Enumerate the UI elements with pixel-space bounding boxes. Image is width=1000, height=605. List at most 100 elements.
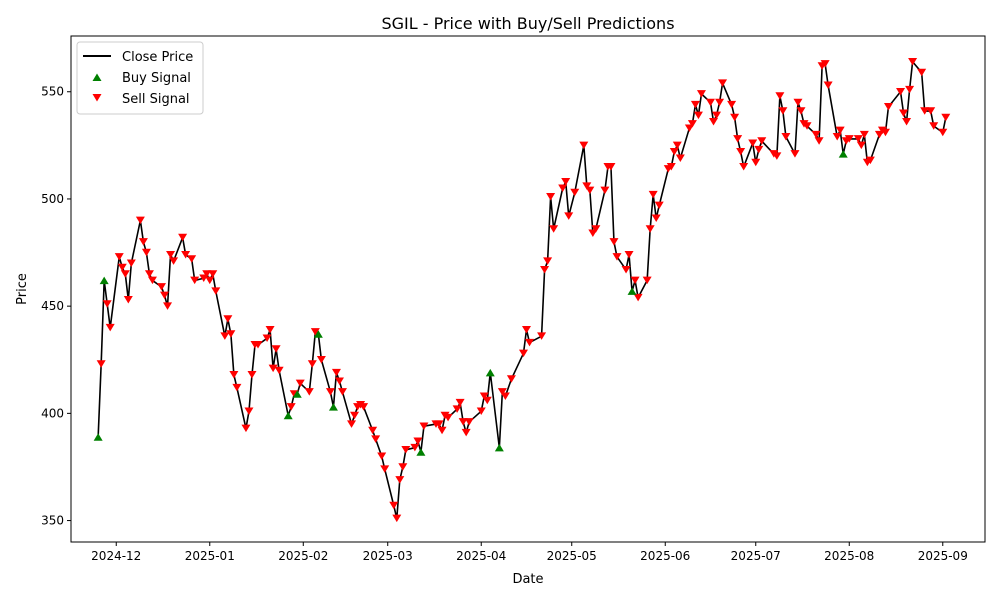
sell-signal-marker <box>929 122 939 130</box>
sell-signal-marker <box>307 360 317 368</box>
buy-signal-marker <box>283 411 293 420</box>
sell-signal-marker <box>117 263 127 272</box>
sell-signal-marker <box>630 276 640 285</box>
buy-signal-marker <box>99 276 109 285</box>
sell-signal-marker <box>546 193 556 201</box>
sell-signal-marker <box>202 270 212 278</box>
sell-signal-marker <box>853 135 863 143</box>
sell-signal-marker <box>286 403 296 411</box>
sell-signal-marker <box>458 418 468 426</box>
y-tick-label: 450 <box>41 299 64 313</box>
sell-signal-marker <box>781 133 791 141</box>
sell-signal-marker <box>558 184 568 192</box>
x-tick-label: 2025-07 <box>731 549 781 563</box>
sell-signal-marker <box>392 514 402 523</box>
sell-signal-marker <box>715 98 725 107</box>
sell-signal-marker <box>823 81 833 90</box>
sell-signal-marker <box>144 270 154 278</box>
sell-signal-marker <box>419 422 429 430</box>
sell-signal-marker <box>135 216 145 225</box>
sell-signal-marker <box>941 113 951 122</box>
sell-signal-marker <box>232 383 242 392</box>
sell-signal-marker <box>669 148 679 156</box>
legend: Close Price Buy Signal Sell Signal <box>76 41 204 115</box>
sell-signal-marker <box>693 111 703 120</box>
sell-signal-marker <box>666 163 676 171</box>
sell-signal-marker <box>208 270 218 278</box>
sell-signal-marker <box>434 420 444 428</box>
sell-signal-marker <box>690 100 700 109</box>
sell-signal-marker <box>265 325 275 334</box>
legend-buy-signal-marker <box>92 73 102 81</box>
sell-signal-marker <box>706 98 715 107</box>
sell-signal-marker <box>247 371 257 379</box>
x-tick-label: 2025-03 <box>363 549 413 563</box>
y-tick-label: 350 <box>41 514 64 528</box>
sell-signal-marker <box>540 265 550 274</box>
sell-signal-marker <box>832 133 842 141</box>
sell-signal-marker <box>506 375 516 383</box>
sell-signal-marker <box>368 426 378 435</box>
sell-signal-marker <box>126 259 136 268</box>
sell-signal-marker <box>525 338 535 347</box>
sell-signal-marker <box>727 100 737 109</box>
sell-signal-marker <box>549 225 559 233</box>
sell-signal-marker <box>141 248 151 257</box>
sell-signal-marker <box>802 122 812 130</box>
buy-signal-marker <box>485 368 495 377</box>
sell-signal-marker <box>811 130 821 139</box>
sell-signal-marker <box>793 98 803 107</box>
sell-signal-marker <box>96 360 106 368</box>
sell-signal-marker <box>274 366 284 375</box>
sell-signal-marker <box>482 396 492 405</box>
sell-signal-marker <box>748 139 758 147</box>
sell-signal-marker <box>751 158 761 167</box>
sell-signal-marker <box>757 137 767 145</box>
sell-signal-marker <box>476 407 486 415</box>
sell-signal-marker <box>337 388 347 396</box>
legend-label-buy-signal: Buy Signal <box>122 71 191 86</box>
sell-signal-marker <box>543 257 553 265</box>
plot-area <box>93 57 951 523</box>
sell-signal-marker <box>814 137 824 145</box>
sell-signal-marker <box>609 238 619 246</box>
sell-signal-marker <box>648 190 658 199</box>
buy-signal-marker <box>416 448 426 456</box>
sell-signal-marker <box>718 79 728 87</box>
sell-signal-marker <box>654 201 664 210</box>
sell-signal-marker <box>926 107 936 115</box>
sell-signal-marker <box>226 330 236 338</box>
legend-label-sell-signal: Sell Signal <box>122 92 190 107</box>
x-tick-label: 2025-05 <box>547 549 597 563</box>
legend-label-close-price: Close Price <box>122 50 193 65</box>
sell-signal-marker <box>500 392 510 400</box>
sell-signal-marker <box>334 377 344 385</box>
sell-signal-marker <box>262 334 272 343</box>
sell-signal-marker <box>452 405 462 413</box>
sell-signal-marker <box>310 328 320 336</box>
sell-signal-marker <box>790 150 800 158</box>
sell-signal-marker <box>733 135 743 143</box>
sell-signal-marker <box>187 255 197 263</box>
sell-signal-marker <box>163 302 173 310</box>
sell-signal-marker <box>642 276 652 285</box>
sell-signal-marker <box>304 388 314 396</box>
sell-signal-marker <box>820 60 830 68</box>
y-axis-label: Price <box>15 273 30 305</box>
sell-signal-marker <box>120 270 130 278</box>
sell-signal-marker <box>443 413 453 422</box>
x-axis-label: Date <box>512 572 543 587</box>
sell-signal-marker <box>241 424 251 433</box>
x-tick-label: 2025-04 <box>456 549 506 563</box>
sell-signal-marker <box>844 135 854 143</box>
sell-signal-marker <box>902 118 912 126</box>
sell-signal-marker <box>585 186 595 195</box>
sell-signal-marker <box>899 109 909 117</box>
sell-signal-marker <box>730 113 740 122</box>
sell-signal-marker <box>645 225 655 233</box>
sell-signal-marker <box>114 253 124 261</box>
sell-signal-marker <box>564 212 574 220</box>
buy-signal-marker <box>292 390 302 398</box>
plot-frame <box>70 35 986 543</box>
sell-signal-marker <box>633 293 643 302</box>
